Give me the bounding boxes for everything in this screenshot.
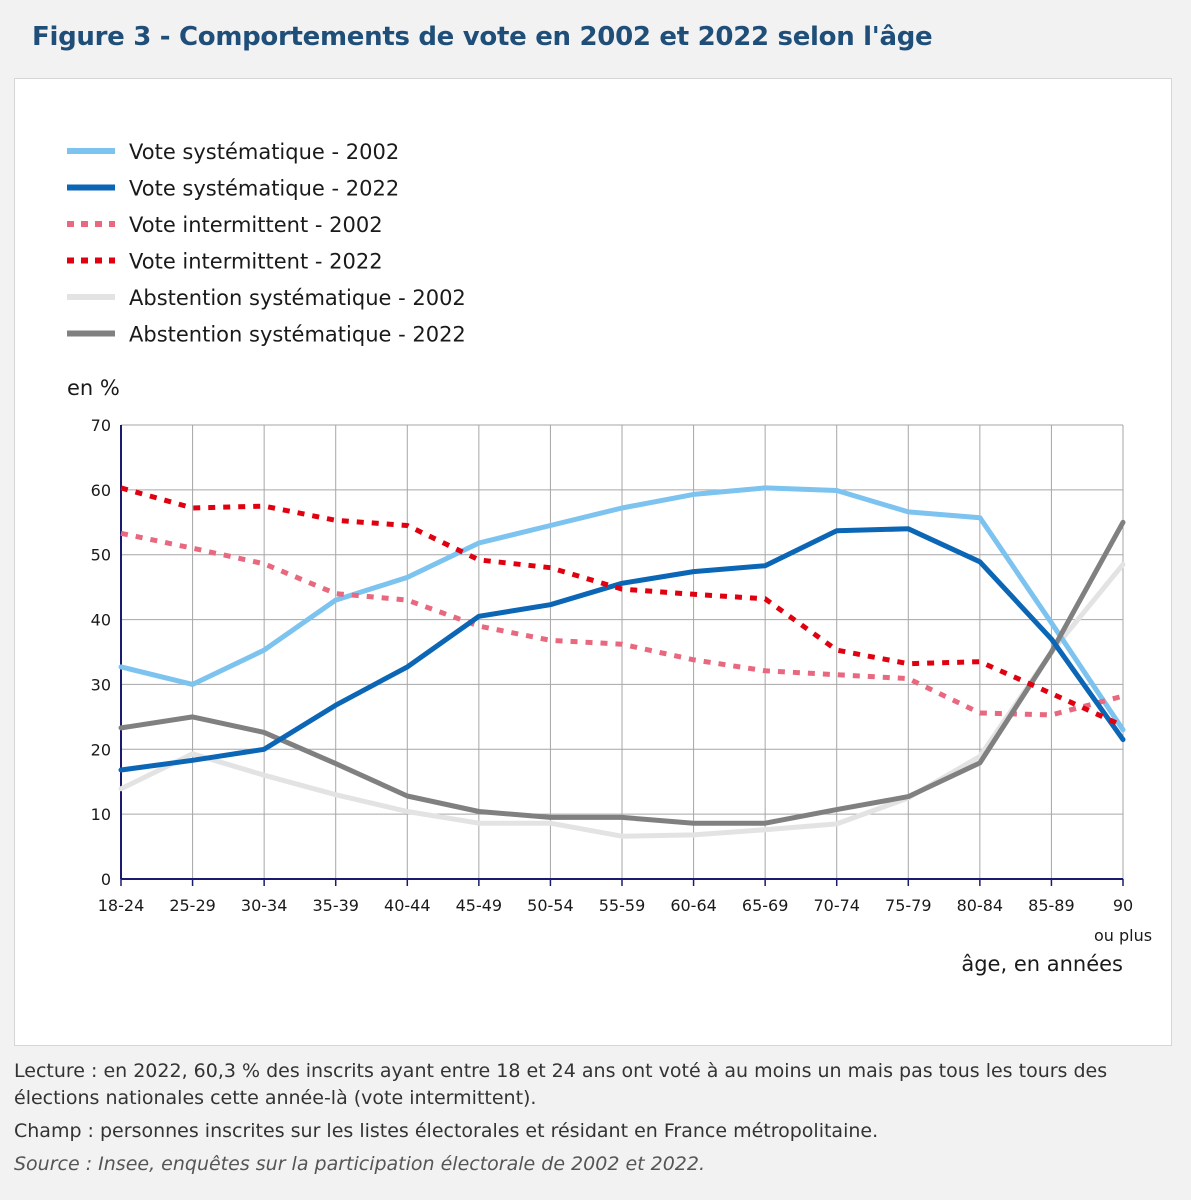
line-chart: Vote systématique - 2002 Vote systématiqu… xyxy=(67,140,1152,976)
legend-label: Vote systématique - 2002 xyxy=(129,140,399,164)
series-line-6 xyxy=(118,519,1126,826)
legend-label: Vote intermittent - 2022 xyxy=(129,250,383,274)
series-line-5 xyxy=(118,561,1126,839)
x-tick-label: 55-59 xyxy=(599,896,646,915)
y-tick-label: 70 xyxy=(91,416,111,435)
axes xyxy=(120,425,1124,886)
series-lines xyxy=(118,485,1126,839)
x-tick-label: 30-34 xyxy=(241,896,288,915)
x-tick-label: 50-54 xyxy=(527,896,574,915)
y-tick-label: 10 xyxy=(91,805,111,824)
x-tick-label: 90 xyxy=(1113,896,1133,915)
x-tick-label: 70-74 xyxy=(813,896,860,915)
y-tick-label: 60 xyxy=(91,481,111,500)
x-axis-title: âge, en années xyxy=(961,952,1123,976)
grid xyxy=(121,424,1124,879)
series-line-1 xyxy=(118,485,1126,733)
x-tick-label: 80-84 xyxy=(957,896,1004,915)
chart-notes: Lecture : en 2022, 60,3 % des inscrits a… xyxy=(14,1058,1179,1184)
x-tick-label: 75-79 xyxy=(885,896,932,915)
legend: Vote systématique - 2002 Vote systématiqu… xyxy=(67,140,466,347)
chart-panel: Vote systématique - 2002 Vote systématiqu… xyxy=(14,78,1172,1046)
scope-note: Champ : personnes inscrites sur les list… xyxy=(14,1120,879,1142)
legend-label: Vote intermittent - 2002 xyxy=(129,213,383,237)
y-axis-title: en % xyxy=(67,376,120,400)
legend-label: Abstention systématique - 2022 xyxy=(129,323,466,347)
y-tick-label: 30 xyxy=(91,675,111,694)
x-tick-label: 60-64 xyxy=(670,896,717,915)
x-tick-label: 35-39 xyxy=(312,896,359,915)
reading-note: Lecture : en 2022, 60,3 % des inscrits a… xyxy=(14,1060,1108,1109)
series-line-3 xyxy=(120,530,1124,718)
figure-title: Figure 3 - Comportements de vote en 2002… xyxy=(32,22,933,52)
x-tick-label: 45-49 xyxy=(456,896,503,915)
y-tick-label: 40 xyxy=(91,611,111,630)
axis-labels: 0 10 20 30 40 50 60 70 18-24 25-29 30-34 35-39 40-44… xyxy=(67,376,1152,976)
x-tick-label: 40-44 xyxy=(384,896,431,915)
series-line-4 xyxy=(120,485,1125,729)
x-tick-label: 25-29 xyxy=(169,896,216,915)
legend-label: Abstention systématique - 2002 xyxy=(129,286,466,310)
y-tick-label: 0 xyxy=(101,870,111,889)
series-line-2 xyxy=(118,526,1126,773)
legend-label: Vote systématique - 2022 xyxy=(129,177,399,201)
x-tick-label: 65-69 xyxy=(742,896,789,915)
y-tick-label: 50 xyxy=(91,546,111,565)
y-tick-label: 20 xyxy=(91,740,111,759)
source-note: Source : Insee, enquêtes sur la particip… xyxy=(14,1153,706,1175)
x-tick-label: 85-89 xyxy=(1028,896,1075,915)
x-tick-label: 18-24 xyxy=(98,896,145,915)
x-tick-sublabel: ou plus xyxy=(1094,926,1152,945)
